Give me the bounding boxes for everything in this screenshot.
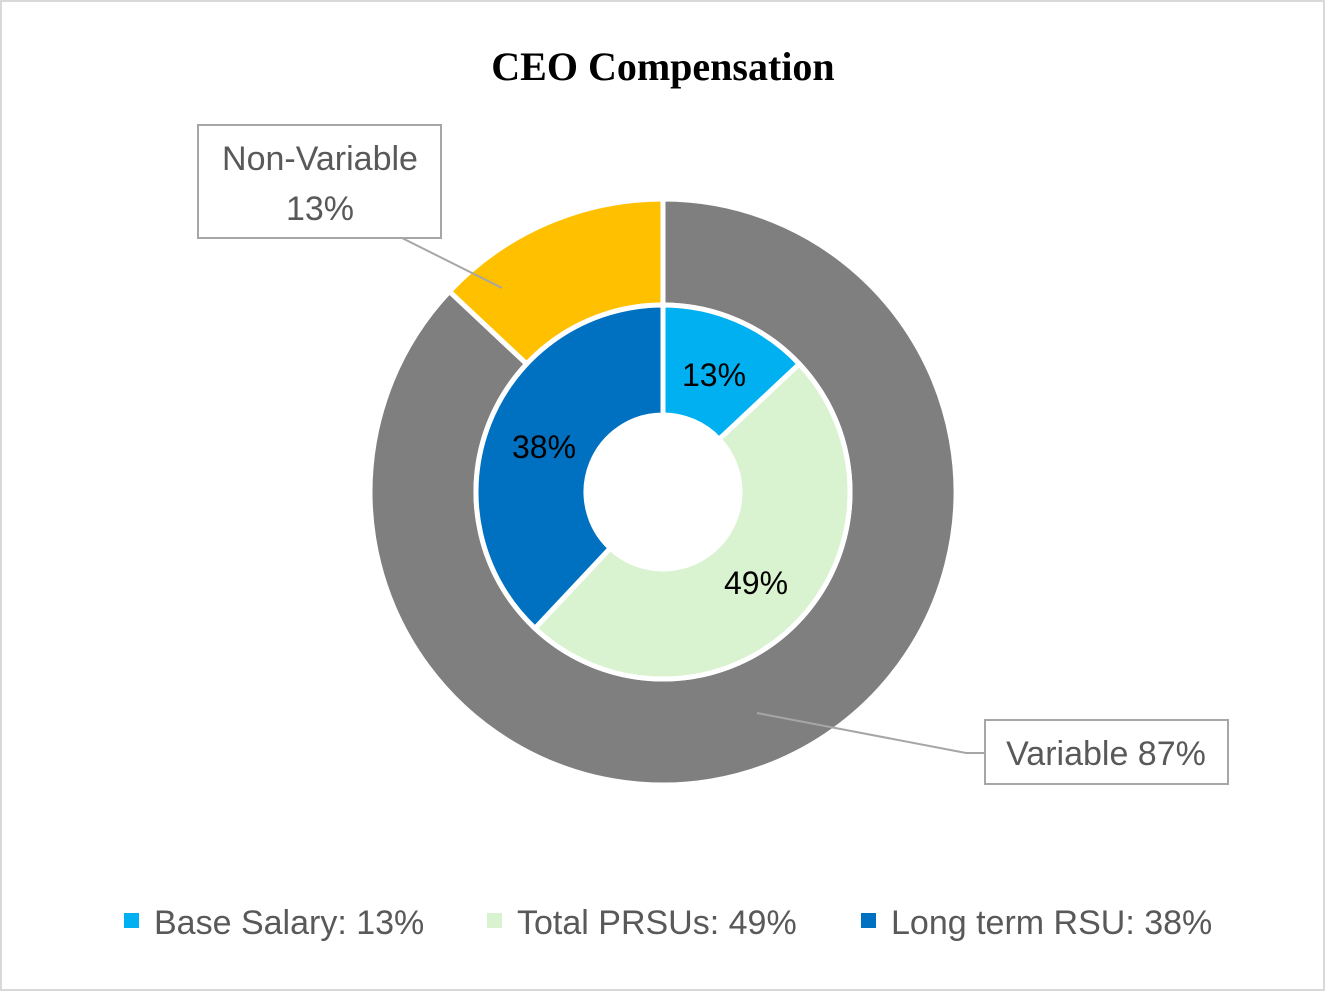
inner-slice-labels: 13% 49% 38%: [512, 357, 788, 601]
callout-variable: Variable 87%: [756, 712, 1229, 785]
callout-value-non-variable: 13%: [286, 190, 354, 228]
legend-label-total-prsus: Total PRSUs: 49%: [517, 904, 797, 942]
slice-label-base-salary: 13%: [682, 357, 746, 393]
chart-title: CEO Compensation: [491, 44, 834, 89]
inner-slice-total-prsus: [531, 360, 853, 682]
legend-swatch-long-term-rsu: [861, 913, 876, 928]
callout-label-non-variable: Non-Variable: [222, 140, 418, 178]
legend-label-long-term-rsu: Long term RSU: 38%: [891, 904, 1212, 942]
callout-label-variable: Variable 87%: [1006, 735, 1206, 773]
slice-label-total-prsus: 49%: [724, 565, 788, 601]
legend-swatch-base-salary: [124, 913, 139, 928]
leader-line-variable: [756, 712, 985, 754]
outer-ring: [367, 196, 959, 788]
slice-label-long-term-rsu: 38%: [512, 429, 576, 465]
callout-non-variable: Non-Variable 13%: [197, 124, 503, 289]
legend: Base Salary: 13% Total PRSUs: 49% Long t…: [124, 904, 1212, 942]
legend-label-base-salary: Base Salary: 13%: [154, 904, 424, 942]
callout-box-variable: [984, 719, 1229, 785]
inner-ring: [473, 302, 853, 682]
inner-slice-long-term-rsu: [473, 302, 666, 632]
inner-slice-base-salary: [660, 302, 803, 443]
leader-line-non-variable: [401, 237, 503, 289]
callout-box-non-variable: [197, 124, 442, 239]
legend-swatch-total-prsus: [487, 913, 502, 928]
